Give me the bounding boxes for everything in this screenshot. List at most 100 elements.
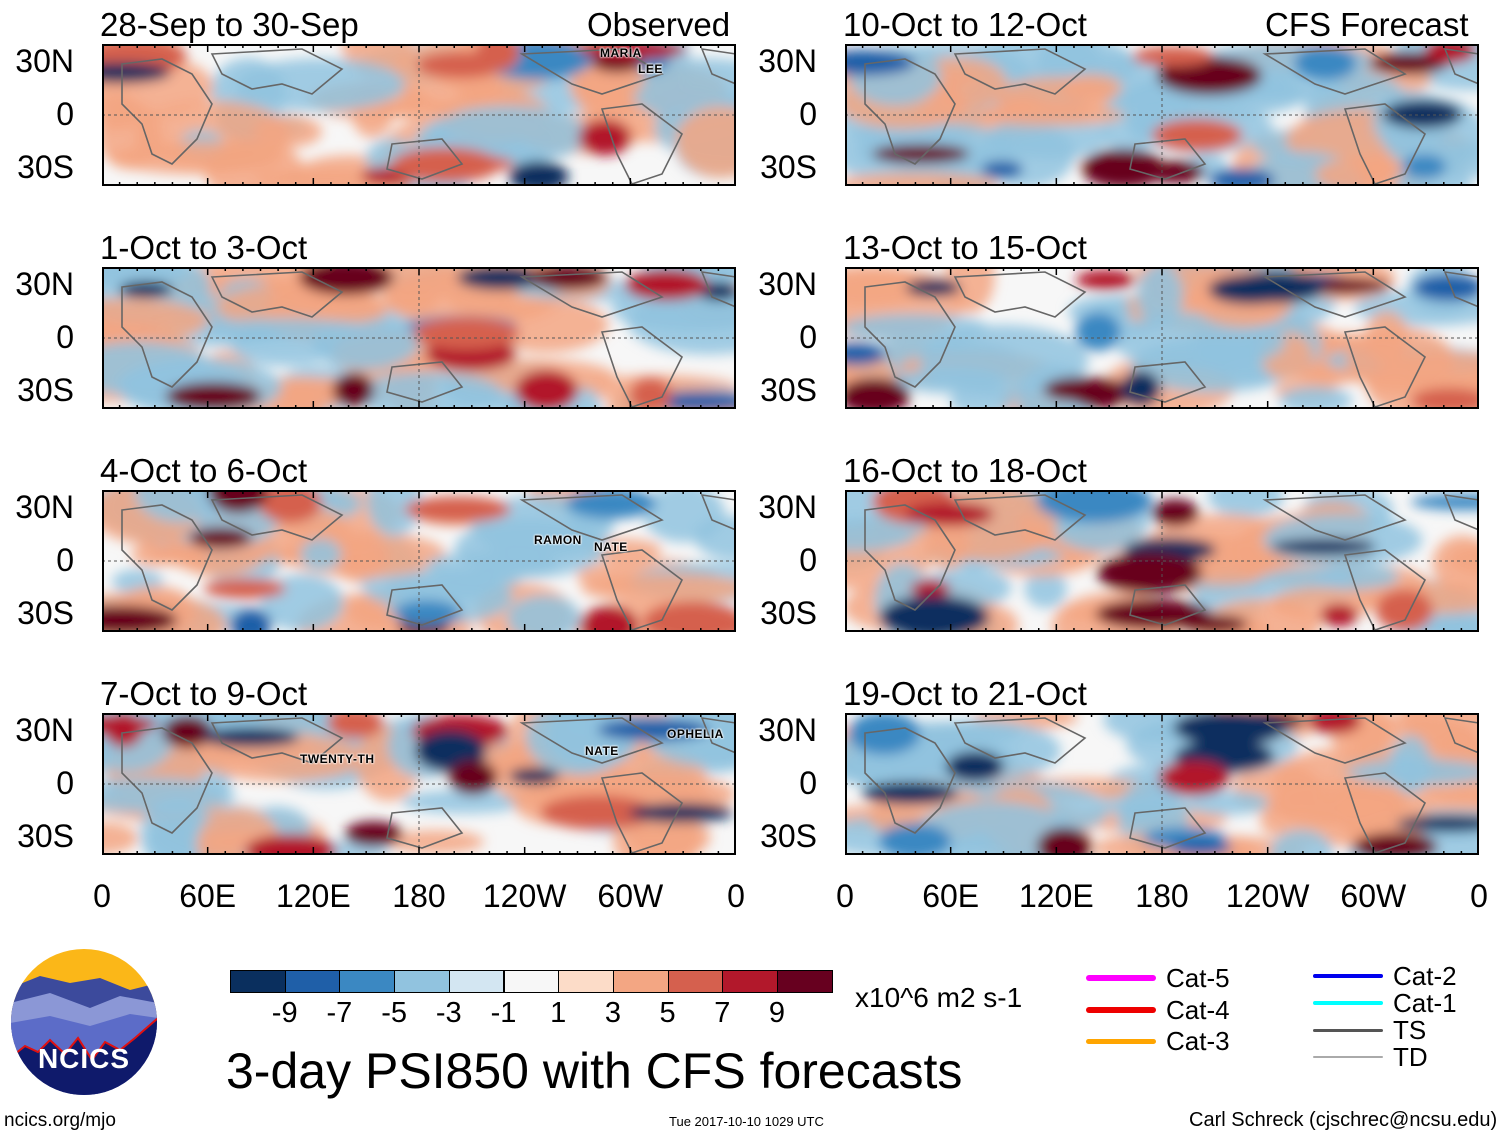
anomaly-contour <box>401 789 528 814</box>
anomaly-contour <box>1413 274 1479 302</box>
anomaly-contour <box>578 119 632 156</box>
anomaly-contour <box>257 490 322 523</box>
storm-legend-line <box>1313 974 1383 978</box>
anomaly-contour <box>230 608 272 632</box>
colorbar-label: 7 <box>714 997 731 1029</box>
anomaly-contour <box>878 823 952 855</box>
anomaly-contour <box>911 801 1078 855</box>
panel-title: 16-Oct to 18-Oct <box>843 452 1087 489</box>
anomaly-contour <box>845 172 999 186</box>
anomaly-contour <box>528 267 608 290</box>
anomaly-contour <box>1382 99 1463 129</box>
anomaly-contour <box>848 713 921 755</box>
anomaly-contour <box>1208 168 1275 186</box>
colorbar-label: -9 <box>271 997 298 1029</box>
anomaly-contour <box>1320 603 1358 627</box>
lon-label: 120E <box>275 878 351 914</box>
anomaly-contour <box>1036 490 1153 523</box>
anomaly-contour <box>366 490 422 537</box>
anomaly-contour <box>1425 44 1477 64</box>
map-panel <box>845 267 1479 409</box>
lat-label: 0 <box>799 96 817 132</box>
anomaly-contour <box>988 114 1111 160</box>
colorbar-swatch <box>448 970 505 993</box>
lon-label: 120E <box>1018 878 1094 914</box>
lat-label: 0 <box>799 542 817 578</box>
anomaly-contour <box>1101 89 1158 156</box>
main-title: 3-day PSI850 with CFS forecasts <box>226 1043 963 1099</box>
lat-label: 0 <box>56 542 74 578</box>
lat-label: 0 <box>799 765 817 801</box>
anomaly-contour <box>102 822 138 855</box>
colorbar-label: -7 <box>326 997 353 1029</box>
coastlines <box>121 271 736 408</box>
anomaly-contour <box>102 267 191 286</box>
anomaly-contour <box>234 58 406 112</box>
anomaly-contour <box>861 781 958 805</box>
lat-label: 30S <box>760 149 817 185</box>
anomaly-contour <box>394 600 461 627</box>
anomaly-contour <box>381 97 460 120</box>
anomaly-contour <box>845 342 886 366</box>
colorbar-label: 1 <box>550 997 567 1029</box>
anomaly-contour <box>1179 615 1249 632</box>
anomaly-contour <box>1024 569 1067 609</box>
storm-legend-line <box>1086 1038 1156 1044</box>
lat-label: 30N <box>758 266 817 302</box>
coastlines <box>864 48 1479 185</box>
panel-title: 1-Oct to 3-Oct <box>100 229 308 266</box>
colorbar-label: 9 <box>768 997 786 1029</box>
anomaly-contour <box>1402 154 1447 179</box>
observed-header: Observed <box>587 6 731 43</box>
storm-label: NATE <box>594 540 628 554</box>
map-panel <box>102 267 736 409</box>
colorbar-units: x10^6 m2 s-1 <box>855 982 1023 1013</box>
anomaly-contour <box>629 377 672 409</box>
anomaly-contour <box>354 371 504 409</box>
colorbar-swatch <box>503 970 560 993</box>
storm-label: RAMON <box>534 533 582 547</box>
anomaly-contour <box>102 91 142 132</box>
colorbar-label: 3 <box>604 997 621 1029</box>
lat-label: 0 <box>56 96 74 132</box>
anomaly-contour <box>1294 45 1357 81</box>
anomaly-contour <box>208 490 269 514</box>
lon-label: 0 <box>836 878 854 914</box>
panel-title: 28-Sep to 30-Sep <box>100 6 359 43</box>
anomaly-contour <box>1158 760 1230 796</box>
anomaly-contour <box>845 754 935 786</box>
colorbar-swatch <box>394 970 450 993</box>
anomaly-contour <box>109 141 286 175</box>
anomaly-contour <box>1120 370 1161 407</box>
lat-label: 0 <box>56 765 74 801</box>
anomaly-contour <box>1347 759 1479 786</box>
colorbar-label: -3 <box>435 997 462 1029</box>
anomaly-contour <box>1151 118 1243 152</box>
storm-legend-line <box>1313 1028 1383 1032</box>
anomaly-contour <box>628 803 734 823</box>
anomaly-contour <box>134 490 225 523</box>
anomaly-contour <box>1208 274 1293 305</box>
colorbar-swatch <box>777 970 833 993</box>
storm-label: MARIA <box>600 46 642 60</box>
storm-legend-label: TD <box>1393 1042 1428 1072</box>
anomaly-contour <box>1207 490 1284 517</box>
anomaly-contour <box>597 718 710 741</box>
lat-label: 30N <box>758 489 817 525</box>
anomaly-contour <box>879 595 990 632</box>
map-panel: RAMON NATE <box>102 490 736 632</box>
lon-label: 120W <box>482 878 567 914</box>
colorbar-swatch <box>284 970 341 993</box>
coastlines <box>864 494 1479 631</box>
panel-title: 10-Oct to 12-Oct <box>843 6 1087 43</box>
anomaly-contour <box>344 821 403 847</box>
map-panel <box>845 713 1479 855</box>
anomaly-contour <box>979 104 1125 126</box>
lat-label: 30S <box>760 818 817 854</box>
anomaly-contour <box>188 527 253 549</box>
anomaly-contour <box>508 767 560 785</box>
storm-legend-line <box>1086 975 1156 981</box>
coastlines <box>864 717 1479 854</box>
footer-url[interactable]: ncics.org/mjo <box>4 1110 116 1131</box>
storm-legend-line <box>1086 1007 1156 1013</box>
